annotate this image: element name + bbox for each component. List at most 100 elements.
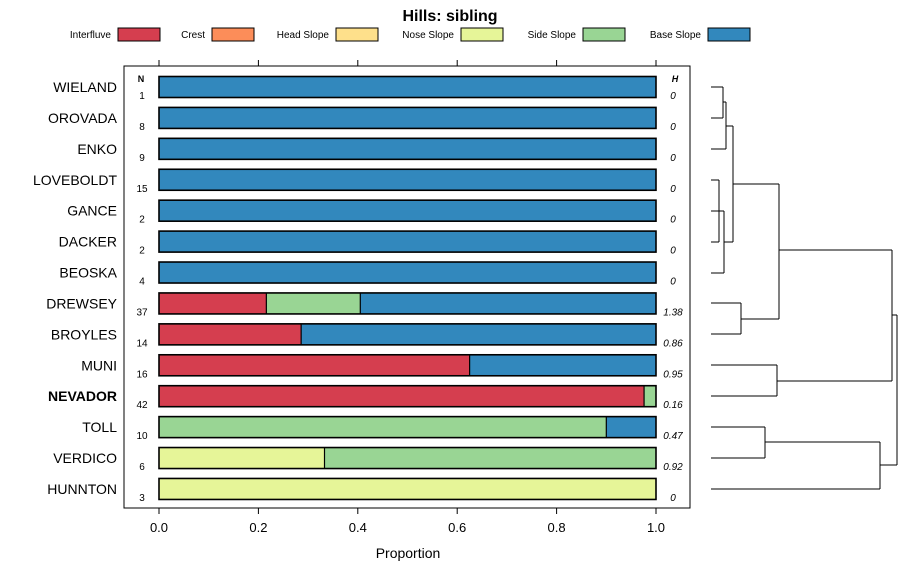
bar-outline bbox=[158, 477, 657, 501]
row-n: 3 bbox=[139, 493, 145, 504]
bar-outline bbox=[158, 415, 657, 439]
bar-segment bbox=[159, 169, 656, 191]
row-label: LOVEBOLDT bbox=[33, 172, 117, 188]
row-h: 0 bbox=[670, 91, 676, 102]
bar-outline bbox=[158, 292, 657, 315]
row-h: 0 bbox=[670, 122, 676, 133]
row-n: 1 bbox=[139, 91, 145, 102]
n-header: N bbox=[138, 74, 145, 84]
bar-segment bbox=[159, 138, 656, 160]
bar-segment bbox=[159, 76, 656, 98]
bar-segment bbox=[606, 416, 656, 438]
row-n: 10 bbox=[136, 431, 148, 442]
legend-swatch bbox=[582, 27, 626, 42]
bar-segment bbox=[159, 354, 470, 376]
row-label: TOLL bbox=[82, 419, 117, 435]
row-label: DACKER bbox=[59, 234, 117, 250]
bar-segment bbox=[324, 447, 656, 469]
row-label: OROVADA bbox=[48, 110, 118, 126]
row-h: 1.38 bbox=[663, 307, 683, 318]
x-tick-label: 0.0 bbox=[150, 520, 168, 535]
legend-label: Base Slope bbox=[650, 30, 702, 41]
row-h: 0.95 bbox=[663, 369, 683, 380]
row-n: 8 bbox=[139, 122, 145, 133]
row-label: DREWSEY bbox=[46, 295, 117, 311]
row-n: 6 bbox=[139, 462, 145, 473]
bar-segment bbox=[301, 323, 656, 345]
bar-outline bbox=[158, 230, 657, 253]
bar-segment bbox=[159, 323, 302, 345]
bar-segment bbox=[159, 231, 656, 253]
legend-swatch bbox=[460, 27, 504, 42]
x-tick-label: 1.0 bbox=[647, 520, 665, 535]
bar-outline bbox=[158, 384, 657, 408]
bar-outline bbox=[158, 199, 657, 222]
bar-segment bbox=[159, 478, 656, 500]
legend-swatch bbox=[335, 27, 379, 42]
row-h: 0 bbox=[670, 184, 676, 195]
legend-label: Head Slope bbox=[277, 30, 330, 41]
row-label: HUNNTON bbox=[47, 481, 117, 497]
chart-title: Hills: sibling bbox=[402, 8, 497, 25]
row-label: GANCE bbox=[67, 203, 117, 219]
bar-outline bbox=[158, 137, 657, 161]
row-h: 0 bbox=[670, 493, 676, 504]
row-n: 14 bbox=[136, 338, 148, 349]
row-label: ENKO bbox=[77, 141, 117, 157]
row-h: 0.16 bbox=[663, 400, 683, 411]
row-h: 0 bbox=[670, 246, 676, 257]
legend: Interfluve Crest Head Slope Nose Slope Side … bbox=[70, 27, 751, 42]
bar-segment bbox=[159, 200, 656, 222]
row-h: 0 bbox=[670, 277, 676, 288]
bar-segment bbox=[469, 354, 656, 376]
row-h: 0.92 bbox=[663, 462, 683, 473]
x-tick-label: 0.6 bbox=[448, 520, 466, 535]
bar-segment bbox=[159, 292, 267, 314]
row-h: 0 bbox=[670, 153, 676, 164]
row-h: 0.86 bbox=[663, 338, 683, 349]
bar-outline bbox=[158, 168, 657, 192]
legend-label: Interfluve bbox=[70, 30, 112, 41]
legend-swatch bbox=[211, 27, 255, 42]
legend-label: Crest bbox=[181, 30, 205, 41]
bar-segment bbox=[360, 292, 656, 314]
row-label: BROYLES bbox=[51, 326, 117, 342]
row-n: 2 bbox=[139, 215, 145, 226]
row-n: 16 bbox=[136, 369, 148, 380]
bar-segment bbox=[159, 416, 607, 438]
row-n: 15 bbox=[136, 184, 148, 195]
bar-outline bbox=[158, 446, 657, 470]
bar-outline bbox=[158, 261, 657, 284]
row-h: 0 bbox=[670, 215, 676, 226]
row-label: BEOSKA bbox=[59, 265, 117, 281]
legend-swatch bbox=[117, 27, 161, 42]
bar-segment bbox=[644, 385, 656, 407]
row-label: NEVADOR bbox=[48, 388, 117, 404]
x-axis-label: Proportion bbox=[376, 545, 441, 561]
row-label: WIELAND bbox=[53, 79, 117, 95]
legend-label: Nose Slope bbox=[402, 30, 454, 41]
row-n: 2 bbox=[139, 246, 145, 257]
x-tick-label: 0.4 bbox=[349, 520, 367, 535]
bar-outline bbox=[158, 323, 657, 346]
bar-outline bbox=[158, 75, 657, 99]
bar-outline bbox=[158, 353, 657, 377]
row-n: 4 bbox=[139, 277, 145, 288]
row-n: 37 bbox=[136, 307, 148, 318]
bar-segment bbox=[159, 262, 656, 284]
h-header: H bbox=[672, 74, 679, 84]
legend-swatch bbox=[707, 27, 751, 42]
x-tick-label: 0.2 bbox=[249, 520, 267, 535]
bar-segment bbox=[159, 107, 656, 129]
row-n: 9 bbox=[139, 153, 145, 164]
row-label: VERDICO bbox=[53, 450, 117, 466]
plot-border bbox=[123, 65, 691, 509]
bar-outline bbox=[158, 106, 657, 130]
row-label: MUNI bbox=[81, 357, 117, 373]
bar-segment bbox=[159, 447, 325, 469]
bar-segment bbox=[159, 385, 645, 407]
bar-segment bbox=[266, 292, 361, 314]
row-h: 0.47 bbox=[663, 431, 683, 442]
